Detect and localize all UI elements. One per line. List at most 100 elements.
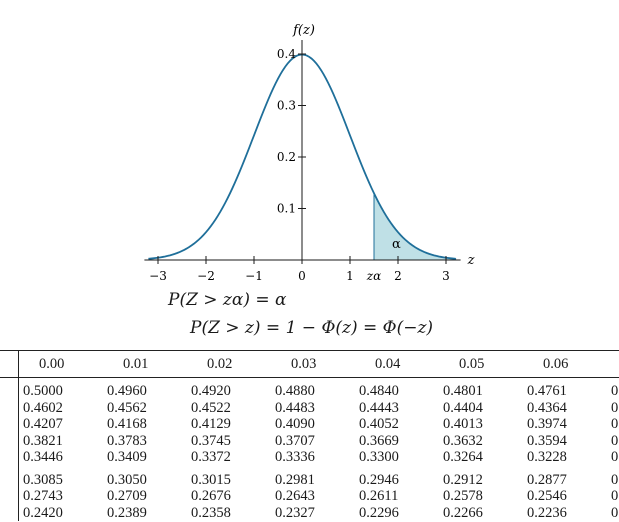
table-cell: 0.4880 [275, 383, 315, 399]
table-cell: 0.2578 [443, 488, 483, 504]
row-label-cell [0, 399, 19, 416]
y-ticks: 0.1 0.2 0.3 0.4 [277, 47, 306, 216]
table-cell: 0.3936 [611, 416, 619, 432]
table-cell: 0.2611 [359, 488, 399, 504]
table-cell: 0.2389 [107, 504, 147, 521]
table-cell: 0.4443 [359, 399, 399, 416]
column-header: 0.00 [39, 355, 65, 372]
formula-tail-probability: P(Z > zα) = α [168, 290, 287, 310]
z-alpha-label: zα [366, 269, 381, 283]
y-tick-label: 0.1 [277, 202, 296, 216]
formula-complement: P(Z > z) = 1 − Φ(z) = Φ(−z) [190, 318, 434, 338]
table-cell: 0.4562 [107, 399, 147, 416]
column-header: 0.07 [607, 351, 619, 378]
table-row: 0.5000 0.4960 0.4920 0.4880 0.4840 0.4801 0.47… [0, 377, 619, 400]
y-tick-label: 0.4 [277, 47, 296, 61]
table-row: 0.4602 0.4562 0.4522 0.4483 0.4443 0.4404 0.43… [0, 399, 619, 416]
table-header-row: 0.000.010.020.030.040.050.060.070.080. [0, 350, 619, 378]
column-header: 0.04 [375, 355, 401, 372]
x-tick-label: 3 [442, 269, 450, 283]
row-label-cell [0, 488, 19, 505]
row-label-cell [0, 416, 19, 433]
row-label-cell [0, 504, 19, 521]
z-table: 0.000.010.020.030.040.050.060.070.080. 0… [0, 350, 619, 522]
table-cell: 0.4129 [191, 416, 231, 432]
table-cell: 0.2266 [443, 504, 483, 521]
table-cell: 0.3372 [191, 449, 231, 465]
table-cell: 0.4483 [275, 399, 315, 416]
table-cell: 0.4602 [23, 399, 63, 416]
table-cell: 0.2912 [443, 471, 483, 488]
table-cell: 0.2843 [611, 471, 619, 488]
table-cell: 0.3557 [611, 432, 619, 449]
table-cell: 0.4325 [611, 399, 619, 416]
row-label-cell [0, 465, 19, 488]
table-cell: 0.4364 [527, 399, 567, 416]
column-header: 0.06 [543, 355, 569, 372]
table-cell: 0.2643 [275, 488, 315, 504]
table-cell: 0.3669 [359, 432, 399, 449]
table-row: 0.2743 0.2709 0.2676 0.2643 0.2611 0.2578 0.25… [0, 488, 619, 505]
table-cell: 0.3821 [23, 432, 63, 449]
table-cell: 0.3446 [23, 449, 63, 465]
x-tick-label: 1 [346, 269, 354, 283]
table-cell: 0.4404 [443, 399, 483, 416]
table-cell: 0.2327 [275, 504, 315, 521]
table-cell: 0.2358 [191, 504, 231, 521]
normal-density-chart: −3 −2 −1 0 1 2 3 0.1 0.2 0.3 0.4 f(z) z α zα [144, 23, 475, 283]
x-ticks: −3 −2 −1 0 1 2 3 [149, 256, 450, 283]
table-cell: 0.3783 [107, 432, 147, 449]
x-tick-label: 0 [298, 269, 306, 283]
column-header: 0.01 [123, 355, 149, 372]
table-cell: 0.2877 [527, 471, 567, 488]
table-row: 0.3446 0.3409 0.3372 0.3336 0.3300 0.3264 0.32… [0, 449, 619, 466]
x-axis-label: z [467, 253, 475, 268]
x-tick-label: 2 [394, 269, 402, 283]
table-cell: 0.3050 [107, 471, 147, 488]
table-cell: 0.4960 [107, 383, 147, 399]
table-cell: 0.2206 [611, 504, 619, 521]
table-row: 0.4207 0.4168 0.4129 0.4090 0.4052 0.4013 0.39… [0, 416, 619, 433]
table-cell: 0.3745 [191, 432, 231, 449]
table-cell: 0.3594 [527, 432, 567, 449]
table-row: 0.3821 0.3783 0.3745 0.3707 0.3669 0.3632 0.35… [0, 432, 619, 449]
table-cell: 0.4920 [191, 383, 231, 399]
table-cell: 0.4761 [527, 383, 567, 399]
table-cell: 0.3336 [275, 449, 315, 465]
table-cell: 0.2981 [275, 471, 315, 488]
table-cell: 0.4840 [359, 383, 399, 399]
row-label-cell [0, 449, 19, 466]
table-cell: 0.2946 [359, 471, 399, 488]
table-cell: 0.3409 [107, 449, 147, 465]
column-header: 0.05 [459, 355, 485, 372]
x-tick-label: −2 [197, 269, 215, 283]
table-cell: 0.4522 [191, 399, 231, 416]
table-cell: 0.4207 [23, 416, 63, 432]
y-tick-label: 0.2 [277, 150, 296, 164]
table-cell: 0.3707 [275, 432, 315, 449]
shaded-tail-area [373, 193, 457, 261]
column-header: 0.02 [207, 355, 233, 372]
table-cell: 0.3192 [611, 449, 619, 465]
table-row: 0.2420 0.2389 0.2358 0.2327 0.2296 0.2266 0.22… [0, 504, 619, 521]
row-label-cell [0, 377, 19, 400]
table-cell: 0.2743 [23, 488, 63, 504]
table-cell: 0.4013 [443, 416, 483, 432]
column-header: 0.03 [291, 355, 317, 372]
table-cell: 0.2546 [527, 488, 567, 504]
table-cell: 0.3264 [443, 449, 483, 465]
y-axis-label: f(z) [292, 23, 315, 38]
table-cell: 0.2296 [359, 504, 399, 521]
table-cell: 0.2709 [107, 488, 147, 504]
table-cell: 0.2420 [23, 504, 63, 521]
header-row-label-cell [0, 350, 19, 378]
table-cell: 0.3300 [359, 449, 399, 465]
table-cell: 0.2514 [611, 488, 619, 504]
table-cell: 0.4801 [443, 383, 483, 399]
table-cell: 0.4168 [107, 416, 147, 432]
shaded-area-label: α [392, 237, 401, 252]
table-cell: 0.4721 [611, 383, 619, 399]
table-cell: 0.2236 [527, 504, 567, 521]
table-body: 0.5000 0.4960 0.4920 0.4880 0.4840 0.4801 0.47… [0, 377, 619, 521]
y-tick-label: 0.3 [277, 99, 296, 113]
